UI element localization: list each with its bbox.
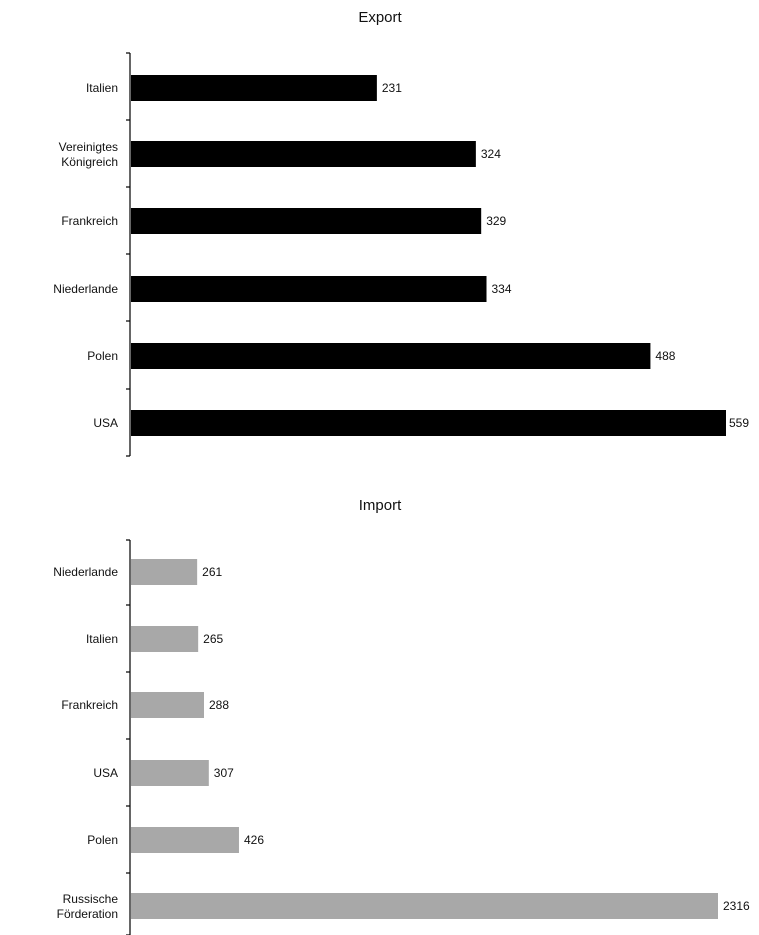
import-category-labels: Niederlande Italien Frankreich USA Polen Russ… bbox=[53, 565, 118, 921]
import-category-label: Russische Förderation bbox=[57, 892, 119, 921]
import-category-label: Frankreich bbox=[61, 698, 118, 712]
export-value-label: 488 bbox=[655, 349, 675, 363]
export-value-label: 334 bbox=[492, 282, 512, 296]
export-value-label: 559 bbox=[729, 416, 749, 430]
export-bar bbox=[131, 410, 726, 436]
import-ticks bbox=[126, 539, 130, 935]
export-category-label: Polen bbox=[87, 349, 118, 363]
import-value-label: 2316 bbox=[723, 899, 750, 913]
import-bars bbox=[131, 559, 718, 919]
export-bar bbox=[131, 208, 482, 234]
export-category-labels: Italien Vereinigtes Königreich Frankreich Ni… bbox=[53, 81, 118, 430]
import-value-label: 265 bbox=[203, 632, 223, 646]
export-category-label: Vereinigtes Königreich bbox=[59, 140, 118, 169]
export-bar bbox=[131, 343, 651, 369]
import-bar bbox=[131, 692, 204, 718]
export-chart-title: Export bbox=[358, 9, 402, 26]
import-bar bbox=[131, 893, 718, 919]
import-bar bbox=[131, 626, 199, 652]
export-bar bbox=[131, 276, 487, 302]
import-category-label: USA bbox=[93, 766, 118, 780]
export-bars bbox=[131, 75, 726, 436]
export-value-label: 329 bbox=[486, 214, 506, 228]
import-bar bbox=[131, 559, 198, 585]
import-value-label: 426 bbox=[244, 833, 264, 847]
export-value-label: 324 bbox=[481, 147, 501, 161]
export-category-label: Niederlande bbox=[53, 282, 118, 296]
export-bar bbox=[131, 141, 476, 167]
export-bar bbox=[131, 75, 377, 101]
import-category-label: Polen bbox=[87, 833, 118, 847]
import-chart: Import Niederlande Italien Frankreich USA Po… bbox=[53, 497, 750, 935]
import-bar bbox=[131, 827, 239, 853]
import-value-label: 261 bbox=[202, 565, 222, 579]
import-category-label: Italien bbox=[86, 632, 118, 646]
import-chart-title: Import bbox=[359, 497, 402, 514]
export-ticks bbox=[126, 52, 130, 457]
export-category-label: Italien bbox=[86, 81, 118, 95]
import-value-labels: 261 265 288 307 426 2316 bbox=[202, 565, 750, 913]
export-category-label: USA bbox=[93, 416, 118, 430]
export-value-label: 231 bbox=[382, 81, 402, 95]
import-category-label: Niederlande bbox=[53, 565, 118, 579]
import-value-label: 307 bbox=[214, 766, 234, 780]
export-category-label: Frankreich bbox=[61, 214, 118, 228]
export-chart: Export Italien Vereinigtes Königreich Frank… bbox=[53, 9, 749, 457]
import-bar bbox=[131, 760, 209, 786]
export-value-labels: 231 324 329 334 488 559 bbox=[382, 81, 749, 430]
import-value-label: 288 bbox=[209, 698, 229, 712]
